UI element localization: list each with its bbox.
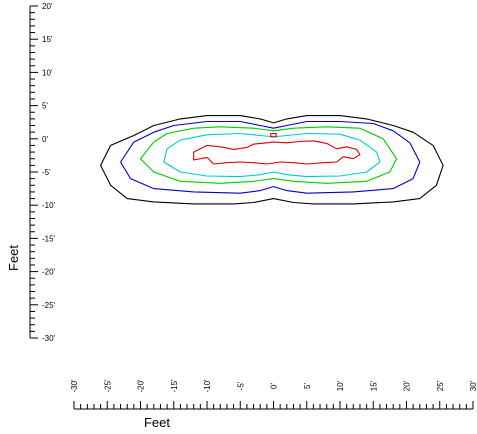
- contour-line-4: [193, 140, 361, 165]
- x-tick-label: -5': [236, 381, 245, 390]
- x-tick-label: 30': [469, 380, 477, 391]
- contour-lines: [100, 115, 444, 205]
- x-tick-label: -25': [103, 379, 112, 393]
- x-axis-title: Feet: [144, 415, 170, 430]
- x-tick-label: 0': [270, 383, 279, 389]
- contour-line-5: [270, 132, 277, 138]
- y-tick-label: -20': [42, 268, 56, 277]
- y-tick-label: 20': [42, 2, 53, 11]
- x-tick-label: 5': [303, 383, 312, 389]
- x-tick-label: 15': [369, 380, 378, 391]
- contour-line-1: [120, 120, 421, 194]
- x-tick-label: -15': [170, 379, 179, 393]
- x-tick-label: 20': [403, 380, 412, 391]
- x-tick-label: -10': [203, 379, 212, 393]
- x-axis: -30' -25' -20' -15' -10' -5' 0' 5' 10' 15' 20' 25' 3…: [70, 379, 477, 410]
- y-tick-label: -15': [42, 234, 56, 243]
- y-tick-label: 5': [42, 102, 48, 111]
- y-tick-label: 15': [42, 35, 53, 44]
- x-tick-label: -20': [137, 379, 146, 393]
- y-axis-title: Feet: [6, 245, 21, 271]
- y-tick-label: -25': [42, 301, 56, 310]
- y-axis: 20' 15' 10' 5' 0' -5' -10' -15' -20' -25' -30': [29, 2, 56, 343]
- y-tick-label: -30': [42, 334, 56, 343]
- contour-line-3: [163, 132, 381, 178]
- x-tick-label: 25': [436, 380, 445, 391]
- y-tick-label: -5': [42, 168, 51, 177]
- x-tick-label: -30': [70, 379, 79, 393]
- contour-line-2: [139, 126, 398, 184]
- x-tick-label: 10': [336, 380, 345, 391]
- y-tick-label: 10': [42, 68, 53, 77]
- contour-line-0: [100, 115, 444, 205]
- y-tick-label: -10': [42, 201, 56, 210]
- y-tick-label: 0': [42, 135, 48, 144]
